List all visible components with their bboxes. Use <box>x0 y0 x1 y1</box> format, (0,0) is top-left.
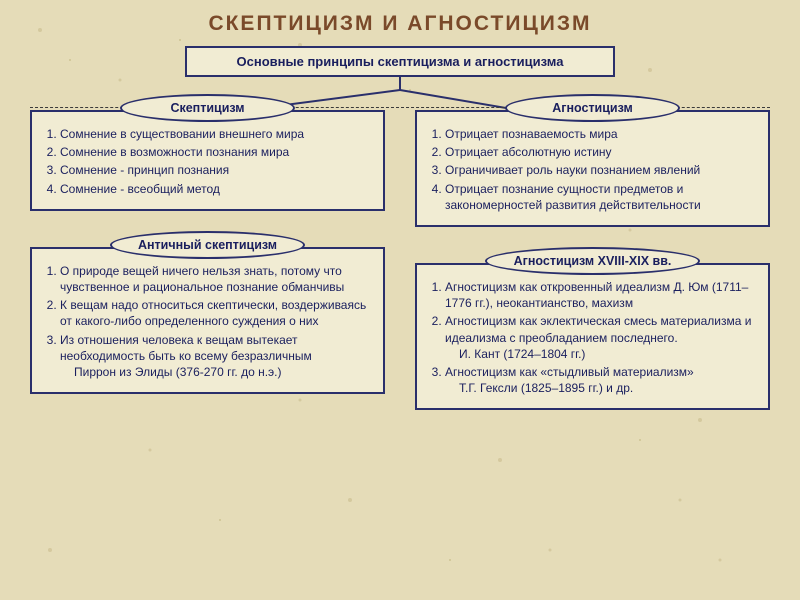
list-item: Отрицает познаваемость мира <box>445 126 758 142</box>
list-item: Отрицает познание сущности предметов и з… <box>445 181 758 213</box>
oval-agnosticism: Агностицизм <box>505 94 680 122</box>
list-item: Агностицизм как «стыдливый материализм»Т… <box>445 364 758 396</box>
oval-agnosticism-18-19: Агностицизм XVIII-XIX вв. <box>485 247 700 275</box>
page-title: СКЕПТИЦИЗМ И АГНОСТИЦИЗМ <box>30 12 770 36</box>
oval-skepticism: Скептицизм <box>120 94 295 122</box>
box-skepticism-principles: Сомнение в существовании внешнего мира Со… <box>30 110 385 211</box>
list-item: Сомнение в возможности познания мира <box>60 144 373 160</box>
list-item: О природе вещей ничего нельзя знать, пот… <box>60 263 373 295</box>
oval-ancient-skepticism: Античный скептицизм <box>110 231 305 259</box>
list-item: Агностицизм как откровенный идеализм Д. … <box>445 279 758 311</box>
list-item: Сомнение - принцип познания <box>60 162 373 178</box>
box-agnosticism-principles: Отрицает познаваемость мира Отрицает абсо… <box>415 110 770 227</box>
list-item: Сомнение в существовании внешнего мира <box>60 126 373 142</box>
list-item: Сомнение - всеобщий метод <box>60 181 373 197</box>
list-item: Из отношения человека к вещам вытекает н… <box>60 332 373 381</box>
list-item: Отрицает абсолютную истину <box>445 144 758 160</box>
box-agnosticism-18-19: Агностицизм как откровенный идеализм Д. … <box>415 263 770 410</box>
left-column: Скептицизм Сомнение в существовании внеш… <box>30 94 385 410</box>
box-ancient-skepticism: О природе вещей ничего нельзя знать, пот… <box>30 247 385 394</box>
top-concept-box: Основные принципы скептицизма и агностиц… <box>185 46 615 77</box>
list-item: Агностицизм как эклектическая смесь мате… <box>445 313 758 362</box>
list-item: К вещам надо относиться скептически, воз… <box>60 297 373 329</box>
list-item: Ограничивает роль науки познанием явлени… <box>445 162 758 178</box>
right-column: Агностицизм Отрицает познаваемость мираО… <box>415 94 770 410</box>
